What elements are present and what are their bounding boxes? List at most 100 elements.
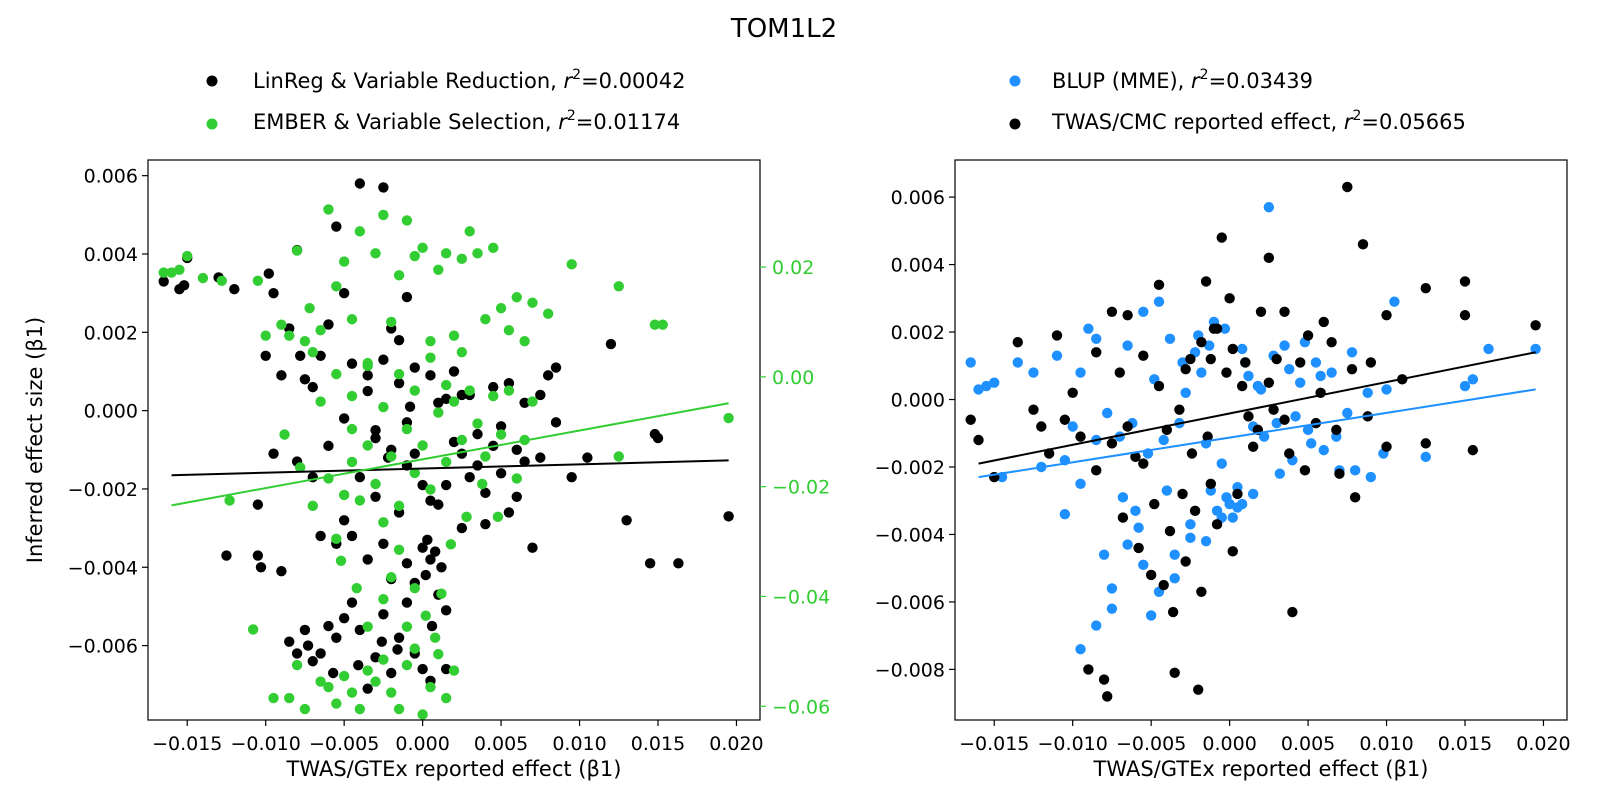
data-point xyxy=(488,242,499,254)
data-point xyxy=(307,500,318,512)
data-point xyxy=(1158,434,1169,446)
data-point xyxy=(378,209,389,221)
data-point xyxy=(354,495,366,506)
data-point xyxy=(295,462,306,473)
data-point xyxy=(417,440,428,451)
data-point xyxy=(1122,421,1133,432)
data-point xyxy=(649,319,661,330)
legend-label-linreg-value: =0.00042 xyxy=(581,69,685,93)
data-point xyxy=(1295,357,1306,368)
data-point xyxy=(480,518,491,530)
data-point xyxy=(1342,407,1353,419)
data-point xyxy=(346,314,358,325)
data-point xyxy=(519,335,530,347)
data-point xyxy=(409,362,420,373)
x-tick-label: 0.010 xyxy=(1359,733,1413,755)
data-point xyxy=(644,558,656,569)
data-point xyxy=(370,652,381,663)
data-point xyxy=(1349,492,1361,503)
data-point xyxy=(393,368,405,380)
data-point xyxy=(1467,374,1479,385)
data-point xyxy=(1381,309,1392,321)
data-point xyxy=(1145,569,1157,581)
data-point xyxy=(158,267,169,278)
data-point xyxy=(401,659,413,671)
data-point xyxy=(456,346,468,358)
data-point xyxy=(362,357,373,369)
data-point xyxy=(1459,276,1471,287)
data-point xyxy=(1219,323,1231,334)
data-point xyxy=(511,473,522,484)
data-point xyxy=(354,624,366,636)
data-point xyxy=(495,468,507,479)
data-point xyxy=(426,620,438,632)
data-point xyxy=(1153,380,1165,392)
data-point xyxy=(362,385,373,397)
data-point xyxy=(291,659,303,671)
data-point xyxy=(1083,323,1094,334)
data-point xyxy=(456,253,468,265)
data-point xyxy=(276,319,287,330)
data-point xyxy=(392,644,403,655)
data-point xyxy=(1252,380,1264,392)
data-point xyxy=(480,487,491,499)
data-point xyxy=(1318,316,1329,328)
data-point xyxy=(535,452,546,463)
data-point xyxy=(1255,306,1267,318)
data-point xyxy=(409,385,420,396)
data-point xyxy=(1196,586,1207,598)
data-point xyxy=(425,495,436,506)
data-point xyxy=(417,663,428,675)
data-point xyxy=(229,284,240,295)
data-point xyxy=(409,583,420,594)
data-point xyxy=(1268,404,1279,415)
y-tick-label: −0.004 xyxy=(68,557,138,579)
data-point xyxy=(566,472,577,483)
data-point xyxy=(252,275,264,286)
right-black-points xyxy=(965,181,1541,702)
data-point xyxy=(1169,573,1180,584)
data-point xyxy=(1221,492,1232,503)
data-point xyxy=(1240,357,1251,368)
data-point xyxy=(1302,330,1314,341)
data-point xyxy=(276,565,287,577)
data-point xyxy=(566,259,577,270)
data-point xyxy=(1200,276,1212,287)
data-point xyxy=(1326,336,1337,348)
data-point xyxy=(362,370,373,381)
legend-label-cmc-r: r xyxy=(1344,110,1354,134)
data-point xyxy=(401,558,413,569)
data-point xyxy=(315,648,326,659)
data-point xyxy=(1365,357,1377,368)
data-point xyxy=(315,350,326,362)
legend-label-ember-sup: 2 xyxy=(567,108,576,124)
data-point xyxy=(327,667,339,679)
data-point xyxy=(401,597,413,608)
left-x-axis-label: TWAS/GTEx reported effect (β1) xyxy=(286,757,622,781)
data-point xyxy=(1059,414,1071,425)
data-point xyxy=(1302,424,1314,436)
data-point xyxy=(299,374,311,385)
data-point xyxy=(613,281,624,292)
data-point xyxy=(621,515,632,526)
data-point xyxy=(1067,421,1078,432)
data-point xyxy=(376,636,388,647)
data-point xyxy=(1232,488,1243,500)
legend-label-linreg-r: r xyxy=(564,69,574,93)
data-point xyxy=(1153,279,1165,291)
data-point xyxy=(378,182,389,193)
data-point xyxy=(1059,509,1071,520)
data-point xyxy=(433,407,444,418)
data-point xyxy=(354,178,366,189)
legend-label-blup: BLUP (MME), r2=0.03439 xyxy=(1052,67,1313,93)
data-point xyxy=(370,478,381,490)
data-point xyxy=(436,588,447,599)
data-point xyxy=(1185,353,1196,365)
data-point xyxy=(527,297,538,308)
data-point xyxy=(448,665,460,676)
y-tick-label: −0.006 xyxy=(875,592,945,614)
data-point xyxy=(393,544,405,556)
left-green-fit-line xyxy=(171,402,729,507)
data-point xyxy=(1012,357,1023,368)
data-point xyxy=(323,681,334,693)
